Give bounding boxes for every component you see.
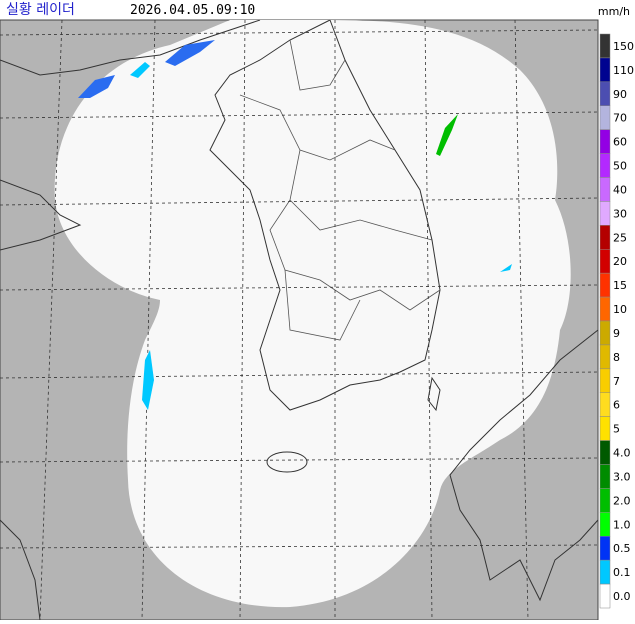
legend-label: 9 xyxy=(613,327,620,340)
legend-swatch xyxy=(599,344,611,370)
unit: mm/h xyxy=(598,5,630,18)
legend-swatch xyxy=(599,57,611,83)
legend-label: 25 xyxy=(613,231,627,244)
legend-label: 0.5 xyxy=(613,542,631,555)
legend-swatch xyxy=(599,153,611,178)
legend-label: 70 xyxy=(613,112,627,125)
legend-label: 110 xyxy=(613,64,634,77)
legend-swatch xyxy=(599,559,611,585)
echo xyxy=(436,114,458,156)
coastlines xyxy=(0,19,599,621)
legend-swatch xyxy=(599,272,611,298)
legend-label: 2.0 xyxy=(613,494,631,507)
map xyxy=(0,19,599,621)
legend-label: 5 xyxy=(613,423,620,436)
legend-swatch xyxy=(599,488,611,513)
legend-label: 90 xyxy=(613,88,627,101)
echo xyxy=(500,264,512,272)
echo xyxy=(130,62,150,78)
radar-echoes xyxy=(78,40,512,410)
legend-swatch xyxy=(599,583,611,609)
legend-swatch xyxy=(599,320,611,346)
radar-coverage xyxy=(54,20,571,608)
legend-label: 15 xyxy=(613,279,627,292)
legend-swatch xyxy=(599,33,611,59)
legend-swatch xyxy=(599,512,611,537)
legend: 150 110 90 70 60 50 40 30 25 20 15 10 9 8 7 6 5 4.0 3.0 2.0… xyxy=(599,33,634,609)
legend-label: 30 xyxy=(613,207,627,220)
legend-swatch xyxy=(599,81,611,107)
echo xyxy=(165,40,215,66)
echo xyxy=(142,350,154,410)
title: 실황 레이더 xyxy=(6,2,75,18)
legend-label: 40 xyxy=(613,183,627,196)
legend-swatch xyxy=(599,249,611,274)
legend-label: 20 xyxy=(613,255,627,268)
legend-swatch xyxy=(599,177,611,202)
legend-label: 8 xyxy=(613,351,620,364)
echo xyxy=(78,75,115,98)
legend-label: 1.0 xyxy=(613,518,631,531)
legend-swatch xyxy=(599,464,611,489)
legend-label: 7 xyxy=(613,375,620,388)
legend-swatch xyxy=(599,368,611,394)
legend-swatch xyxy=(599,296,611,322)
legend-swatch xyxy=(599,201,611,226)
legend-swatch xyxy=(599,536,611,561)
legend-swatch xyxy=(599,440,611,465)
grid xyxy=(0,19,599,621)
legend-swatch xyxy=(599,129,611,154)
legend-swatch xyxy=(599,225,611,250)
legend-label: 6 xyxy=(613,399,620,412)
legend-swatch xyxy=(599,392,611,417)
legend-label: 50 xyxy=(613,160,627,173)
legend-swatch xyxy=(599,105,611,130)
legend-label: 0.1 xyxy=(613,566,631,579)
legend-swatch xyxy=(599,416,611,441)
timestamp: 2026.04.05.09:10 xyxy=(130,3,255,18)
legend-label: 10 xyxy=(613,303,627,316)
legend-label: 3.0 xyxy=(613,470,631,483)
legend-label: 60 xyxy=(613,136,627,149)
legend-label: 4.0 xyxy=(613,447,631,460)
legend-label: 0.0 xyxy=(613,590,631,603)
legend-label: 150 xyxy=(613,40,634,53)
